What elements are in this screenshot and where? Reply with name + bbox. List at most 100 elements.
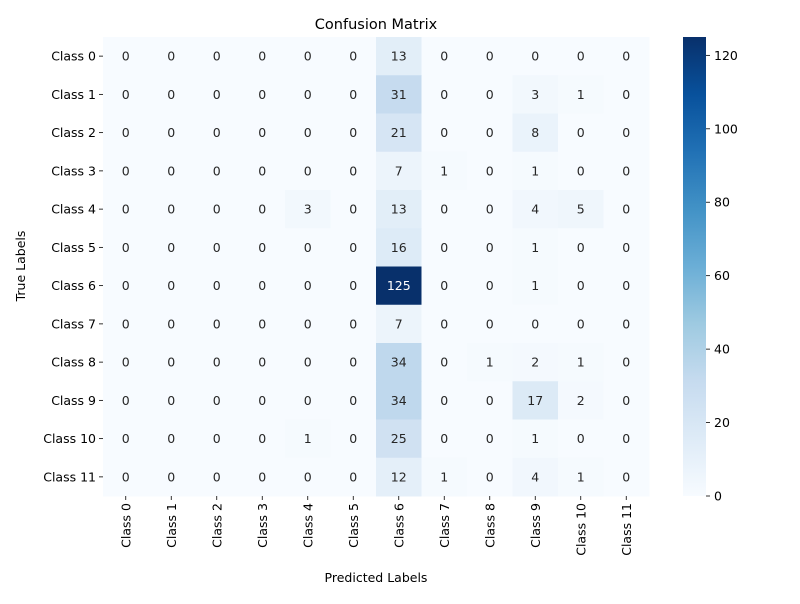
- heatmap-cell: [103, 37, 149, 76]
- cell-value-label: 0: [622, 431, 630, 446]
- cell-value-label: 0: [213, 278, 221, 293]
- heatmap-cell: [103, 343, 149, 382]
- heatmap-cell: [512, 381, 559, 420]
- heatmap-cell: [148, 113, 195, 153]
- cell-value-label: 0: [304, 316, 312, 331]
- heatmap-cell: [558, 113, 604, 153]
- heatmap-cell: [467, 75, 513, 114]
- cell-value-label: 0: [167, 49, 175, 64]
- heatmap-cell-labels: 0 0 0 0 0 0 13 0 0 0 0 00 0 0 0 0 0 31 0 0 3 1 00 0 0 0 0 0 21 0 0 8 0 00…: [122, 49, 631, 485]
- heatmap-cell: [421, 381, 468, 420]
- heatmap-cell: [285, 419, 331, 459]
- cell-value-label: 0: [213, 163, 221, 178]
- heatmap-cell: [285, 151, 331, 191]
- y-tick-label: Class 3: [51, 163, 96, 178]
- heatmap-cell: [239, 381, 286, 420]
- cell-value-label: 1: [577, 87, 585, 102]
- heatmap-cell: [103, 457, 149, 497]
- cell-value-label: 2: [531, 355, 539, 370]
- heatmap-cell: [376, 457, 422, 497]
- heatmap-cell: [330, 419, 377, 459]
- heatmap-cell: [376, 113, 422, 153]
- cell-value-label: 0: [349, 240, 357, 255]
- cell-value-label: 34: [391, 355, 407, 370]
- heatmap-cell: [512, 190, 559, 229]
- heatmap-cell: [239, 37, 286, 76]
- heatmap-cell: [603, 343, 650, 382]
- cell-value-label: 0: [349, 431, 357, 446]
- cell-value-label: 0: [577, 240, 585, 255]
- heatmap-cell: [194, 151, 240, 191]
- cell-value-label: 0: [577, 49, 585, 64]
- x-tick-label: Class 0: [118, 503, 133, 548]
- heatmap-cell: [512, 228, 559, 267]
- heatmap-cell: [512, 343, 559, 382]
- cell-value-label: 0: [440, 316, 448, 331]
- heatmap-cell: [103, 190, 149, 229]
- cell-value-label: 0: [440, 240, 448, 255]
- x-tick-label: Class 11: [619, 503, 634, 556]
- cell-value-label: 0: [349, 87, 357, 102]
- cell-value-label: 0: [622, 469, 630, 484]
- heatmap-cell: [376, 228, 422, 267]
- cell-value-label: 0: [258, 431, 266, 446]
- cell-value-label: 0: [304, 278, 312, 293]
- heatmap-cell: [103, 113, 149, 153]
- heatmap-cell: [239, 190, 286, 229]
- cell-value-label: 0: [122, 202, 130, 217]
- heatmap-cell: [467, 151, 513, 191]
- cell-value-label: 0: [258, 202, 266, 217]
- heatmap-cell: [103, 381, 149, 420]
- cell-value-label: 0: [486, 240, 494, 255]
- cell-value-label: 0: [167, 316, 175, 331]
- cell-value-label: 0: [440, 202, 448, 217]
- cell-value-label: 0: [622, 316, 630, 331]
- cell-value-label: 0: [440, 431, 448, 446]
- heatmap-cell: [103, 419, 149, 459]
- heatmap-cell: [285, 75, 331, 114]
- heatmap-cell: [421, 343, 468, 382]
- cell-value-label: 0: [258, 469, 266, 484]
- heatmap-cell: [103, 228, 149, 267]
- heatmap-cell: [603, 228, 650, 267]
- heatmap-cell: [239, 113, 286, 153]
- x-tick-label: Class 9: [528, 503, 543, 548]
- cell-value-label: 0: [622, 49, 630, 64]
- cell-value-label: 0: [258, 163, 266, 178]
- y-tick-label: Class 0: [51, 49, 96, 64]
- heatmap-cell: [330, 190, 377, 229]
- heatmap-cell: [194, 190, 240, 229]
- heatmap-cell: [421, 457, 468, 497]
- cell-value-label: 0: [122, 278, 130, 293]
- cell-value-label: 0: [577, 316, 585, 331]
- heatmap-cell: [330, 304, 377, 344]
- cell-value-label: 0: [531, 49, 539, 64]
- cell-value-label: 0: [304, 393, 312, 408]
- heatmap-cell: [558, 151, 604, 191]
- heatmap-cell: [421, 151, 468, 191]
- heatmap-cell: [330, 113, 377, 153]
- heatmap-cell: [194, 228, 240, 267]
- heatmap-cell: [103, 266, 149, 306]
- cell-value-label: 1: [304, 431, 312, 446]
- heatmap-cell: [194, 266, 240, 306]
- cell-value-label: 0: [304, 125, 312, 140]
- cell-value-label: 0: [349, 393, 357, 408]
- heatmap-cell: [194, 113, 240, 153]
- cell-value-label: 0: [304, 87, 312, 102]
- heatmap-cell: [421, 37, 468, 76]
- cell-value-label: 0: [486, 469, 494, 484]
- heatmap-cell: [603, 457, 650, 497]
- cell-value-label: 0: [213, 49, 221, 64]
- cell-value-label: 0: [258, 355, 266, 370]
- cell-value-label: 0: [167, 355, 175, 370]
- cell-value-label: 12: [391, 469, 407, 484]
- heatmap-cell: [376, 381, 422, 420]
- cell-value-label: 0: [167, 469, 175, 484]
- heatmap-cell: [603, 381, 650, 420]
- cell-value-label: 1: [486, 355, 494, 370]
- heatmap-cell: [558, 343, 604, 382]
- x-tick-label: Class 10: [573, 503, 588, 556]
- heatmap-cell: [285, 381, 331, 420]
